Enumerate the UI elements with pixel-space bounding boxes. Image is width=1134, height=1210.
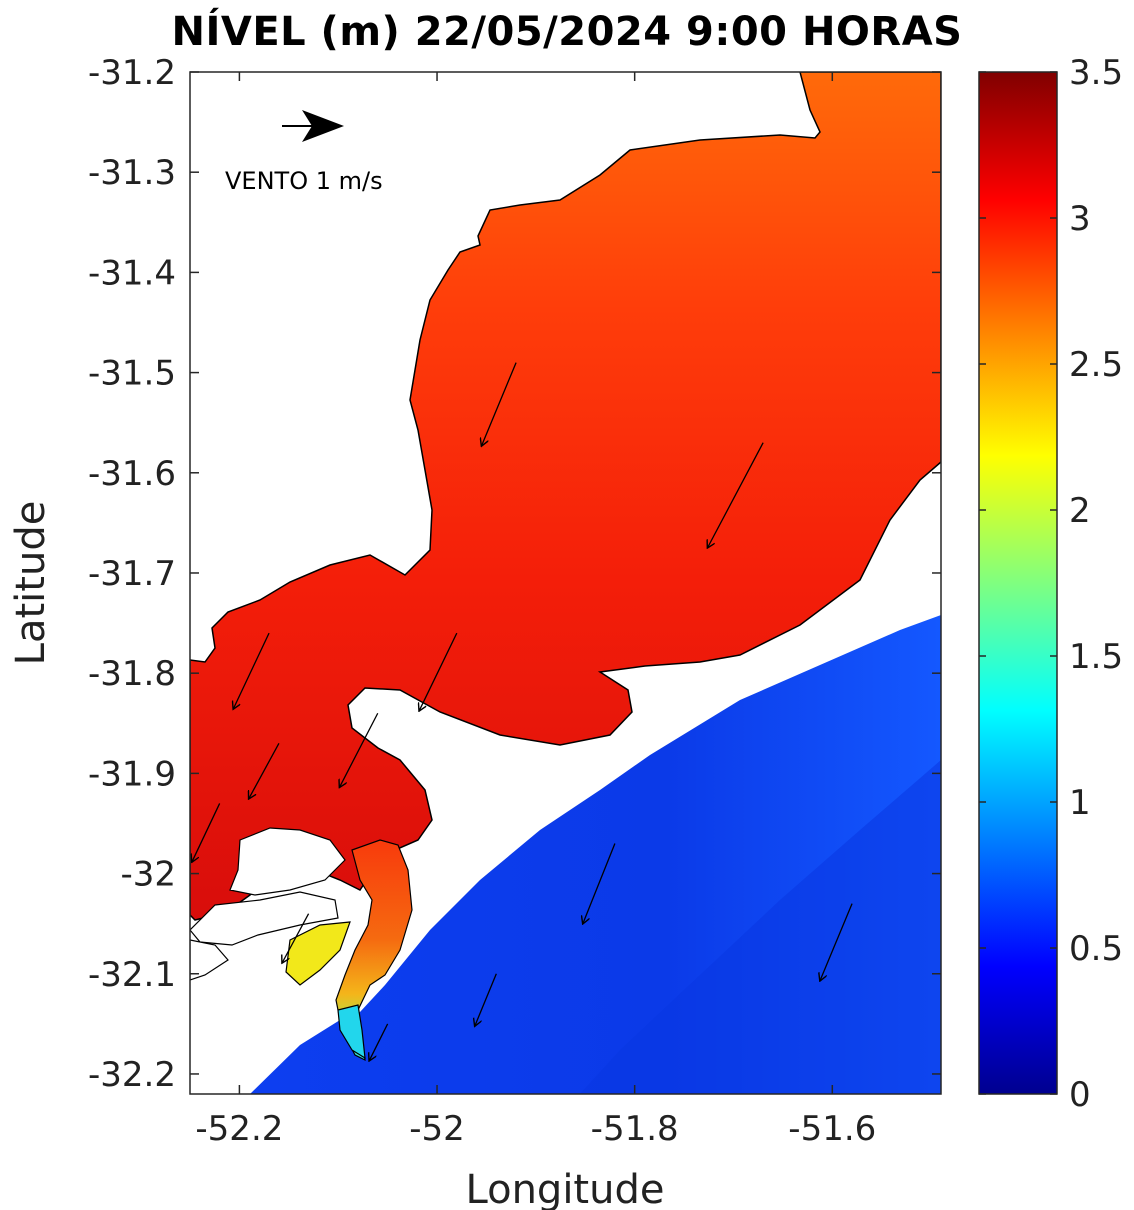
wind-vector [369, 1023, 389, 1061]
plot-frame [189, 71, 942, 1095]
ocean-shelf-shade [580, 760, 941, 1094]
wind-vector [481, 362, 517, 447]
colorbar-tick-label: 1.5 [1069, 637, 1123, 677]
wind-legend-label: VENTO 1 m/s [225, 167, 383, 195]
x-tick-label: -52 [409, 1109, 465, 1149]
x-tick-label: -52.2 [195, 1109, 283, 1149]
y-tick-label: -31.5 [88, 354, 176, 394]
y-tick-label: -32 [120, 855, 176, 895]
colorbar [978, 71, 1058, 1095]
cyan-mouth [337, 1004, 366, 1060]
y-tick-label: -32.2 [88, 1055, 176, 1095]
colorbar-tick-label: 3 [1069, 199, 1091, 239]
colorbar-tick-label: 0 [1069, 1075, 1091, 1115]
y-tick-label: -31.3 [88, 153, 176, 193]
y-tick-label: -31.2 [88, 53, 176, 93]
y-tick-label: -31.6 [88, 454, 176, 494]
island [229, 827, 346, 896]
wind-vector [820, 903, 853, 982]
wind-vector [249, 743, 280, 799]
colorbar-ticks: 0 0.5 1 1.5 2 2.5 3 3.5 [979, 53, 1123, 1115]
wind-vector [339, 712, 379, 787]
x-tick-label: -51.6 [788, 1109, 876, 1149]
y-tick-label: -32.1 [88, 955, 176, 995]
colorbar-tick-label: 3.5 [1069, 53, 1123, 93]
wind-vector [583, 843, 616, 925]
x-tick-label: -51.8 [591, 1109, 679, 1149]
wind-vector [419, 632, 458, 711]
wind-vector [192, 803, 221, 862]
wind-vector [233, 632, 270, 709]
left-land-strip [190, 939, 229, 981]
colorbar-tick-label: 2.5 [1069, 345, 1123, 385]
wind-vector [475, 973, 497, 1027]
wind-vectors [192, 362, 853, 1061]
x-axis-label: Longitude [466, 1167, 665, 1210]
colorbar-tick-label: 0.5 [1069, 929, 1123, 969]
yellow-lobe [285, 921, 351, 986]
x-axis: -52.2 -52 -51.8 -51.6 [195, 72, 876, 1149]
wind-legend-arrow-head [302, 110, 344, 142]
y-tick-label: -31.4 [88, 253, 176, 293]
island [190, 891, 339, 946]
y-tick-label: -31.9 [88, 754, 176, 794]
y-tick-label: -31.7 [88, 554, 176, 594]
wind-vector [282, 913, 310, 964]
chart-title: NÍVEL (m) 22/05/2024 9:00 HORAS [171, 9, 963, 55]
wind-legend: VENTO 1 m/s [225, 110, 383, 195]
y-axis: -31.2 -31.3 -31.4 -31.5 -31.6 -31.7 -31.8 -31.9… [88, 53, 941, 1095]
y-tick-label: -31.8 [88, 654, 176, 694]
colorbar-tick-label: 1 [1069, 783, 1091, 823]
colorbar-tick-label: 2 [1069, 491, 1091, 531]
y-axis-label: Latitude [8, 501, 54, 666]
wind-vector [707, 442, 764, 548]
